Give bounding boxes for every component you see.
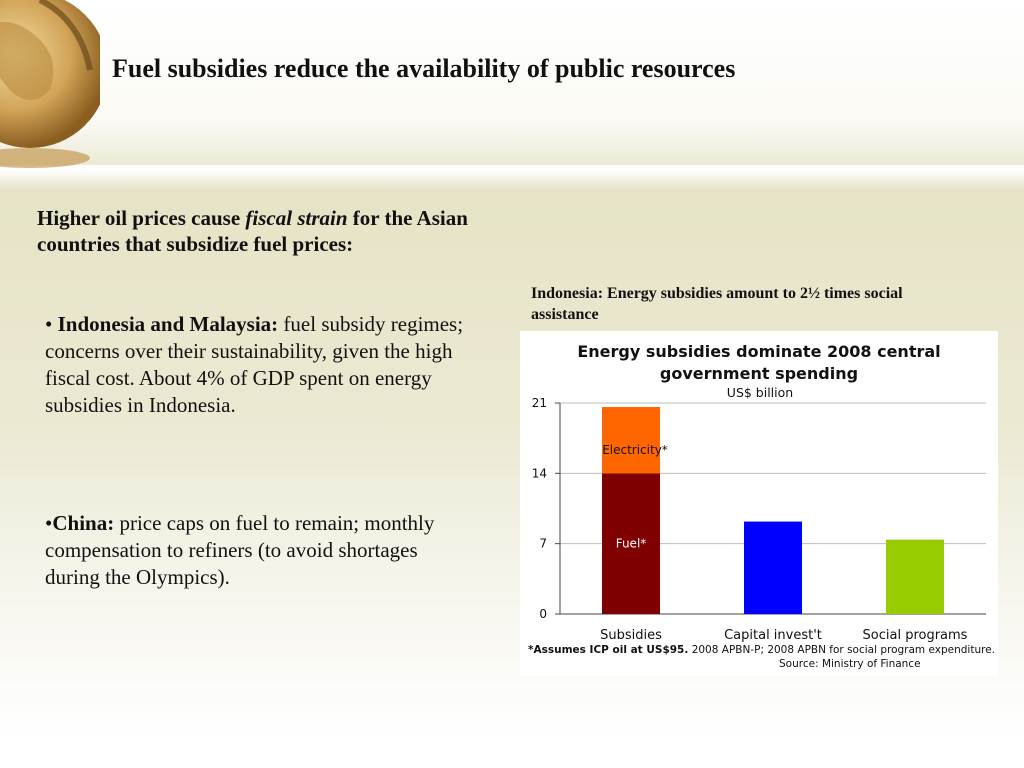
title-band <box>0 0 1024 165</box>
footnote-text: 2008 APBN-P; 2008 APBN for social progra… <box>688 644 996 656</box>
bullet-marker: • <box>45 511 53 535</box>
footnote-assumption: *Assumes ICP oil at US$95. <box>528 644 689 656</box>
bullet-text: fuel subsidy regimes; concerns over thei… <box>45 312 464 417</box>
ytick-label-14: 14 <box>532 466 547 480</box>
category-label-0: Subsidies <box>600 628 662 643</box>
ytick-label-0: 0 <box>539 607 547 621</box>
ytick-label-7: 7 <box>539 537 547 551</box>
ytick-label-21: 21 <box>532 396 547 410</box>
subtitle-pre: Higher oil prices cause <box>37 206 246 230</box>
subtitle: Higher oil prices cause fiscal strain fo… <box>37 205 517 257</box>
chart-footnote: *Assumes ICP oil at US$95. 2008 APBN-P; … <box>528 643 998 658</box>
bullet-indonesia-malaysia: • Indonesia and Malaysia: fuel subsidy r… <box>45 311 475 419</box>
bar-fuel-0 <box>602 473 660 614</box>
page-title: Fuel subsidies reduce the availability o… <box>112 54 736 83</box>
chart-caption: Indonesia: Energy subsidies amount to 2½… <box>531 285 903 323</box>
chart-title: Energy subsidies dominate 2008 central g… <box>577 342 941 383</box>
series-label-fuel: Fuel* <box>616 537 647 551</box>
subtitle-emphasis: fiscal strain <box>245 206 348 230</box>
bar-chart: 0 7 14 21 Fuel* Electricity* Subsidies Capital … <box>532 396 986 643</box>
globe-image <box>0 0 100 168</box>
bar-capitalinvestt-1 <box>744 521 802 614</box>
series-label-electricity: Electricity* <box>602 443 668 457</box>
subtitle-post: for the Asian countries that subsidize f… <box>37 206 468 256</box>
bullet-marker: • <box>45 312 58 336</box>
chart-panel: Energy subsidies dominate 2008 central g… <box>520 331 998 676</box>
chart-source: Source: Ministry of Finance <box>779 658 921 670</box>
bullet-text: price caps on fuel to remain; monthly co… <box>45 511 435 589</box>
category-label-2: Social programs <box>863 628 968 643</box>
category-label-1: Capital invest't <box>724 628 822 643</box>
bar-socialprograms-2 <box>886 539 944 614</box>
bullet-heading: Indonesia and Malaysia: <box>57 312 279 336</box>
bar-electricity-0 <box>602 407 660 474</box>
chart-units: US$ billion <box>726 385 794 400</box>
bullet-heading: China: <box>52 511 115 535</box>
bullet-china: •China: price caps on fuel to remain; mo… <box>45 510 475 591</box>
